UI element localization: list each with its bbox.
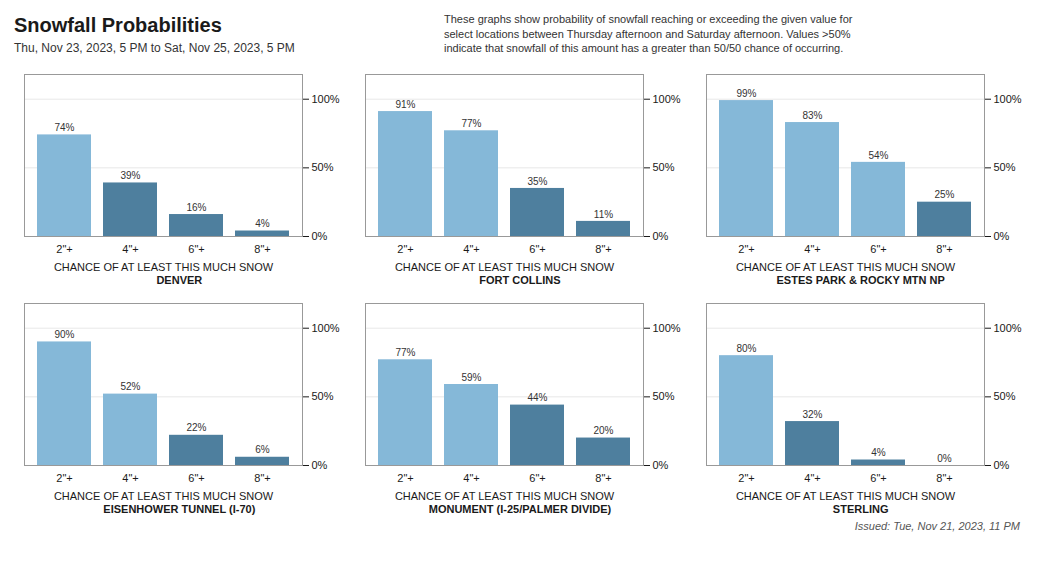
svg-text:83%: 83% (802, 110, 822, 121)
svg-text:77%: 77% (461, 118, 481, 129)
svg-text:2"+: 2"+ (397, 472, 413, 484)
svg-text:11%: 11% (594, 209, 613, 220)
svg-text:8"+: 8"+ (255, 472, 271, 484)
svg-text:6"+: 6"+ (189, 472, 205, 484)
svg-text:90%: 90% (55, 329, 75, 340)
svg-text:54%: 54% (868, 150, 888, 161)
svg-text:22%: 22% (187, 422, 207, 433)
svg-text:100%: 100% (312, 322, 340, 334)
svg-text:100%: 100% (652, 93, 680, 105)
svg-text:4"+: 4"+ (123, 472, 139, 484)
html-text:Issued: Tue, Nov 21, 2023, 11: Issued: Tue, Nov 21, 2023, 11 PM (854, 520, 1020, 532)
svg-text:6%: 6% (256, 444, 271, 455)
svg-text:8"+: 8"+ (595, 472, 611, 484)
svg-text:0%: 0% (993, 230, 1009, 242)
svg-text:CHANCE OF AT LEAST THIS MUCH S: CHANCE OF AT LEAST THIS MUCH SNOW (736, 490, 956, 502)
svg-text:6"+: 6"+ (529, 243, 545, 255)
svg-text:77%: 77% (395, 347, 415, 358)
svg-text:8"+: 8"+ (936, 243, 952, 255)
svg-text:44%: 44% (527, 392, 547, 403)
svg-text:8"+: 8"+ (595, 243, 611, 255)
svg-text:50%: 50% (312, 161, 334, 173)
svg-text:CHANCE OF AT LEAST THIS MUCH S: CHANCE OF AT LEAST THIS MUCH SNOW (54, 490, 274, 502)
svg-text:80%: 80% (736, 343, 756, 354)
html-text:FORT COLLINS: FORT COLLINS (479, 274, 561, 286)
svg-text:100%: 100% (652, 322, 680, 334)
svg-text:59%: 59% (461, 372, 481, 383)
svg-text:50%: 50% (652, 161, 674, 173)
svg-text:16%: 16% (187, 202, 207, 213)
svg-text:20%: 20% (593, 425, 613, 436)
svg-text:0%: 0% (312, 230, 328, 242)
svg-text:CHANCE OF AT LEAST THIS MUCH S: CHANCE OF AT LEAST THIS MUCH SNOW (736, 261, 956, 273)
svg-text:50%: 50% (652, 390, 674, 402)
svg-text:50%: 50% (993, 390, 1015, 402)
svg-text:6"+: 6"+ (189, 243, 205, 255)
svg-text:2"+: 2"+ (738, 472, 754, 484)
html-text:EISENHOWER TUNNEL (I-70): EISENHOWER TUNNEL (I-70) (103, 503, 256, 515)
svg-text:CHANCE OF AT LEAST THIS MUCH S: CHANCE OF AT LEAST THIS MUCH SNOW (54, 261, 274, 273)
svg-text:4"+: 4"+ (804, 472, 820, 484)
html-text:ESTES PARK & ROCKY MTN NP: ESTES PARK & ROCKY MTN NP (776, 274, 945, 286)
svg-text:0%: 0% (937, 453, 952, 464)
html-text:DENVER: DENVER (156, 274, 203, 286)
html-text:These graphs show probability: These graphs show probability of snowfal… (444, 12, 853, 55)
svg-text:2"+: 2"+ (57, 472, 73, 484)
svg-text:32%: 32% (802, 409, 822, 420)
html-text:STERLING: STERLING (832, 503, 889, 515)
svg-text:35%: 35% (527, 176, 547, 187)
svg-text:100%: 100% (993, 322, 1021, 334)
svg-text:50%: 50% (312, 390, 334, 402)
svg-text:100%: 100% (993, 93, 1021, 105)
svg-text:6"+: 6"+ (870, 472, 886, 484)
svg-text:4"+: 4"+ (123, 243, 139, 255)
svg-text:99%: 99% (736, 88, 756, 99)
svg-text:25%: 25% (934, 189, 954, 200)
svg-text:2"+: 2"+ (57, 243, 73, 255)
svg-text:2"+: 2"+ (397, 243, 413, 255)
svg-text:0%: 0% (652, 459, 668, 471)
html-text:Thu, Nov 23, 2023, 5 PM to Sat: Thu, Nov 23, 2023, 5 PM to Sat, Nov 25, … (14, 40, 295, 55)
svg-text:39%: 39% (121, 170, 141, 181)
svg-text:CHANCE OF AT LEAST THIS MUCH S: CHANCE OF AT LEAST THIS MUCH SNOW (395, 261, 615, 273)
svg-text:4%: 4% (871, 447, 886, 458)
svg-text:100%: 100% (312, 93, 340, 105)
svg-text:6"+: 6"+ (529, 472, 545, 484)
html-text:Snowfall Probabilities: Snowfall Probabilities (14, 13, 222, 36)
svg-text:4"+: 4"+ (463, 243, 479, 255)
svg-text:8"+: 8"+ (936, 472, 952, 484)
svg-text:4"+: 4"+ (463, 472, 479, 484)
svg-text:0%: 0% (652, 230, 668, 242)
svg-text:0%: 0% (993, 459, 1009, 471)
svg-text:50%: 50% (993, 161, 1015, 173)
svg-text:91%: 91% (395, 99, 415, 110)
svg-text:0%: 0% (312, 459, 328, 471)
svg-text:2"+: 2"+ (738, 243, 754, 255)
svg-text:6"+: 6"+ (870, 243, 886, 255)
svg-text:8"+: 8"+ (255, 243, 271, 255)
html-text:MONUMENT (I-25/PALMER DIVIDE): MONUMENT (I-25/PALMER DIVIDE) (428, 503, 612, 515)
svg-text:4%: 4% (256, 218, 271, 229)
svg-text:CHANCE OF AT LEAST THIS MUCH S: CHANCE OF AT LEAST THIS MUCH SNOW (395, 490, 615, 502)
svg-text:4"+: 4"+ (804, 243, 820, 255)
svg-text:52%: 52% (121, 381, 141, 392)
svg-text:74%: 74% (55, 122, 75, 133)
